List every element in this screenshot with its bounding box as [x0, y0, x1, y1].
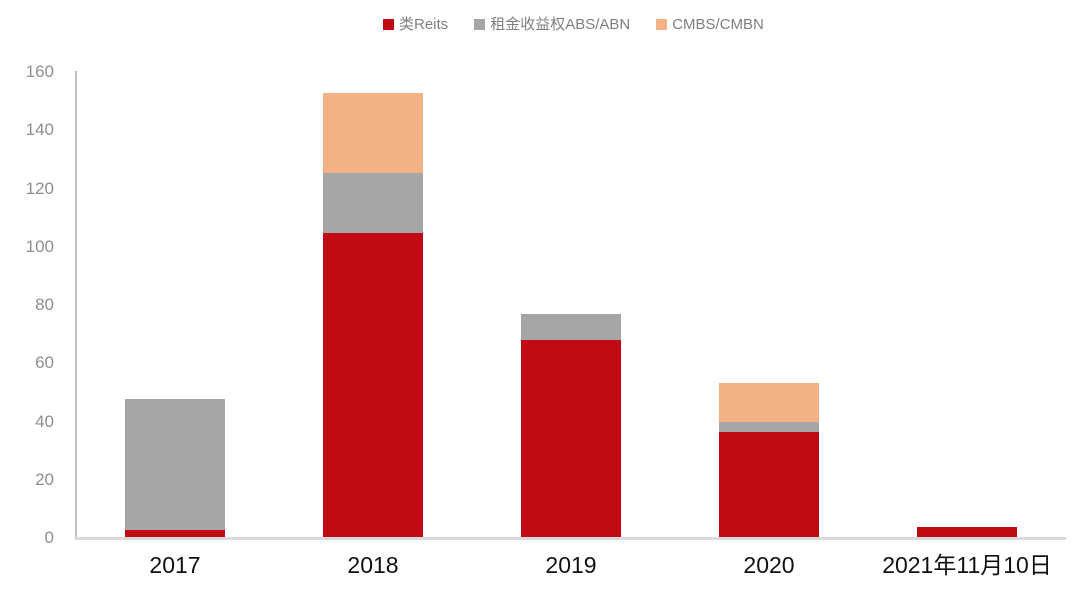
bar-segment-2020-series2	[719, 383, 819, 422]
y-tick-label-100: 100	[25, 236, 54, 256]
x-axis-label-2020: 2020	[743, 552, 795, 578]
bar-segment-2017-series0	[125, 530, 225, 537]
y-tick-label-120: 120	[25, 178, 54, 198]
x-axis-line	[75, 537, 1066, 540]
legend-label-cmbs-cmbn: CMBS/CMBN	[672, 16, 764, 33]
bar-segment-2018-series2	[323, 93, 423, 173]
x-axis-label-2017: 2017	[149, 552, 201, 578]
legend-label-reits: 类Reits	[399, 16, 449, 33]
legend-item-reits: 类Reits	[383, 17, 448, 32]
chart-legend: 类Reits 租金收益权ABS/ABN CMBS/CMBN	[383, 17, 764, 32]
bar-segment-2019-series1	[521, 314, 621, 340]
legend-swatch-cmbs-cmbn	[656, 19, 668, 30]
x-axis-label-2019: 2019	[545, 552, 597, 578]
legend-item-abs-abn: 租金收益权ABS/ABN	[474, 17, 630, 32]
bar-segment-2021年11月10日-series0	[917, 527, 1017, 537]
bar-segment-2020-series1	[719, 422, 819, 432]
bar-segment-2018-series0	[323, 233, 423, 537]
y-tick-label-140: 140	[25, 120, 54, 140]
x-axis-label-2021年11月10日: 2021年11月10日	[882, 552, 1052, 578]
bar-segment-2018-series1	[323, 173, 423, 233]
y-tick-label-40: 40	[35, 411, 54, 431]
legend-swatch-abs-abn	[474, 19, 486, 30]
y-axis-line	[75, 71, 77, 537]
y-tick-label-60: 60	[35, 353, 54, 373]
legend-label-abs-abn: 租金收益权ABS/ABN	[490, 16, 631, 33]
bar-segment-2017-series1	[125, 399, 225, 530]
legend-item-cmbs-cmbn: CMBS/CMBN	[656, 17, 764, 32]
bar-segment-2019-series0	[521, 340, 621, 537]
x-axis-label-2018: 2018	[347, 552, 399, 578]
y-tick-label-20: 20	[35, 469, 54, 489]
bar-segment-2020-series0	[719, 432, 819, 537]
legend-swatch-reits	[383, 19, 394, 30]
y-tick-label-160: 160	[25, 62, 54, 81]
y-tick-label-80: 80	[35, 295, 54, 314]
y-tick-label-0: 0	[44, 528, 54, 547]
